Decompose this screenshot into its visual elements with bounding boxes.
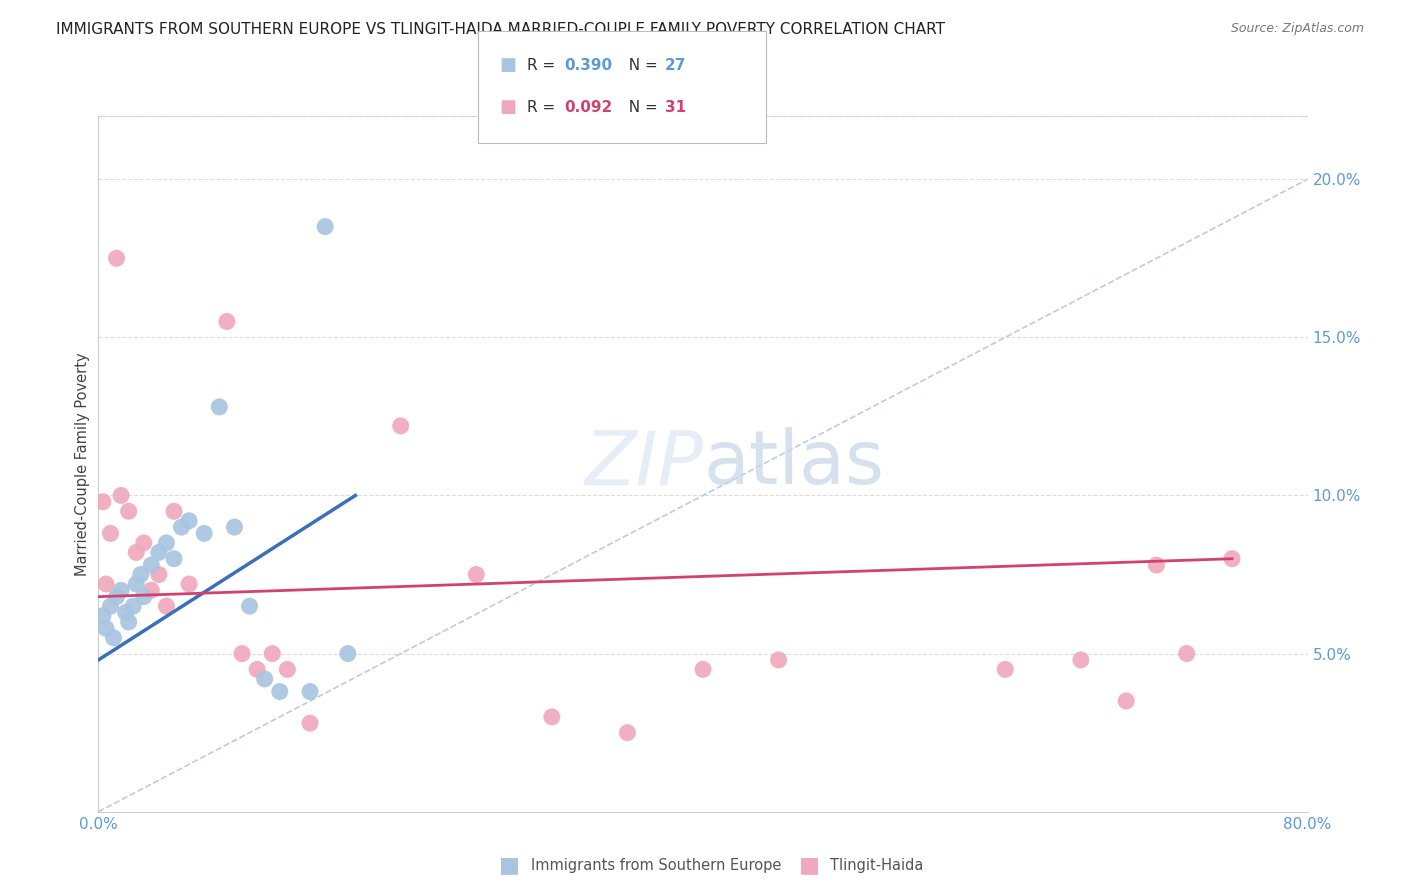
Point: [193, 526, 215, 541]
Point: [465, 567, 488, 582]
Point: [132, 536, 155, 550]
Point: [125, 545, 148, 559]
Point: [129, 567, 152, 582]
Text: N =: N =: [619, 58, 662, 72]
Point: [94, 621, 117, 635]
Point: [768, 653, 790, 667]
Text: R =: R =: [527, 58, 561, 72]
Point: [389, 418, 412, 433]
Text: 31: 31: [665, 100, 686, 114]
Point: [1070, 653, 1092, 667]
Point: [299, 716, 322, 731]
Y-axis label: Married-Couple Family Poverty: Married-Couple Family Poverty: [75, 352, 90, 575]
Text: 0.092: 0.092: [564, 100, 612, 114]
Point: [110, 583, 132, 598]
Point: [105, 252, 128, 266]
Point: [141, 583, 163, 598]
Point: [91, 495, 114, 509]
Point: [541, 710, 564, 724]
Point: [179, 577, 201, 591]
Point: [155, 536, 177, 550]
Text: N =: N =: [619, 100, 662, 114]
Point: [253, 672, 276, 686]
Point: [239, 599, 262, 614]
Point: [105, 590, 128, 604]
Text: ■: ■: [499, 98, 516, 116]
Point: [122, 599, 145, 614]
Text: ■: ■: [799, 855, 820, 875]
Point: [91, 608, 114, 623]
Text: Tlingit-Haida: Tlingit-Haida: [830, 858, 922, 872]
Point: [148, 545, 170, 559]
Point: [141, 558, 163, 572]
Point: [100, 526, 122, 541]
Text: atlas: atlas: [703, 427, 884, 500]
Point: [100, 599, 122, 614]
Point: [208, 400, 231, 414]
Text: ■: ■: [499, 855, 520, 875]
Point: [1146, 558, 1168, 572]
Point: [103, 631, 125, 645]
Point: [94, 577, 117, 591]
Point: [262, 647, 284, 661]
Text: IMMIGRANTS FROM SOUTHERN EUROPE VS TLINGIT-HAIDA MARRIED-COUPLE FAMILY POVERTY C: IMMIGRANTS FROM SOUTHERN EUROPE VS TLING…: [56, 22, 945, 37]
Point: [299, 684, 322, 698]
Point: [231, 647, 253, 661]
Point: [1115, 694, 1137, 708]
Point: [148, 567, 170, 582]
Point: [336, 647, 359, 661]
Point: [994, 662, 1017, 676]
Point: [276, 662, 298, 676]
Point: [163, 504, 186, 518]
Point: [179, 514, 201, 528]
Text: ZIP: ZIP: [585, 428, 703, 500]
Point: [314, 219, 336, 234]
Point: [110, 488, 132, 502]
Point: [163, 551, 186, 566]
Point: [269, 684, 291, 698]
Text: Immigrants from Southern Europe: Immigrants from Southern Europe: [531, 858, 782, 872]
Text: Source: ZipAtlas.com: Source: ZipAtlas.com: [1230, 22, 1364, 36]
Point: [215, 314, 238, 328]
Point: [170, 520, 193, 534]
Point: [114, 606, 136, 620]
Text: R =: R =: [527, 100, 561, 114]
Point: [132, 590, 155, 604]
Text: 27: 27: [665, 58, 686, 72]
Point: [692, 662, 714, 676]
Point: [118, 504, 141, 518]
Text: 0.390: 0.390: [564, 58, 612, 72]
Point: [224, 520, 246, 534]
Point: [1175, 647, 1198, 661]
Point: [246, 662, 269, 676]
Point: [118, 615, 141, 629]
Point: [125, 577, 148, 591]
Point: [1220, 551, 1243, 566]
Text: ■: ■: [499, 56, 516, 74]
Point: [155, 599, 177, 614]
Point: [616, 725, 638, 739]
